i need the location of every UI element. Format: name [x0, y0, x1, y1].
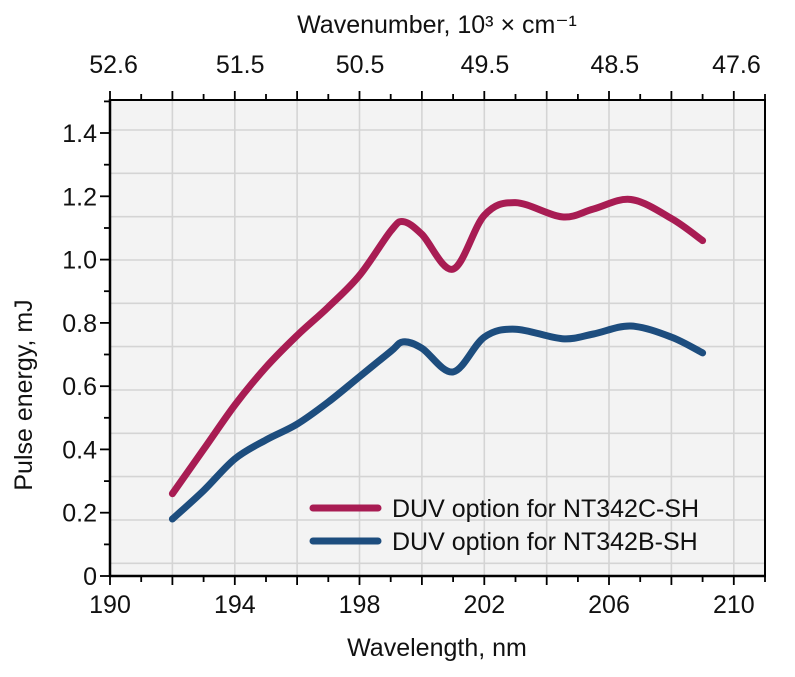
y-tick-label: 0.2	[62, 500, 97, 528]
y-tick-label: 1.2	[62, 183, 97, 211]
y-tick-label: 0.6	[62, 373, 97, 401]
axis-ticks	[100, 91, 766, 585]
top-tick-label: 52.6	[89, 51, 138, 79]
top-tick-label: 49.5	[461, 51, 510, 79]
top-tick-label: 48.5	[590, 51, 639, 79]
legend-label-nt342b: DUV option for NT342B-SH	[392, 528, 698, 556]
top-tick-label: 47.6	[712, 51, 761, 79]
x-tick-label: 202	[463, 591, 505, 619]
legend-label-nt342c: DUV option for NT342C-SH	[392, 495, 699, 523]
y-tick-label: 0.8	[62, 310, 97, 338]
y-tick-label: 0.4	[62, 436, 97, 464]
tick-labels: 190 194 198 202 206 210 0 0.2 0.4 0.6 0.8 1.0 1.2 1.4…	[62, 51, 761, 619]
x-axis-title: Wavelength, nm	[347, 634, 527, 662]
series-curve-nt342c	[168, 195, 707, 498]
curves	[168, 195, 707, 523]
x-tick-label: 198	[339, 591, 381, 619]
legend: DUV option for NT342C-SH DUV option for …	[309, 495, 699, 556]
top-tick-label: 51.5	[216, 51, 265, 79]
y-tick-label: 1.4	[62, 120, 97, 148]
series-curve-nt342b	[168, 322, 707, 523]
y-tick-label: 1.0	[62, 247, 97, 275]
x-tick-label: 190	[89, 591, 131, 619]
top-axis-title: Wavenumber, 10³ × cm⁻¹	[297, 11, 577, 39]
y-tick-label: 0	[83, 563, 97, 591]
plot-area-background	[110, 100, 765, 576]
top-tick-label: 50.5	[336, 51, 385, 79]
x-tick-label: 206	[588, 591, 630, 619]
x-tick-label: 210	[713, 591, 755, 619]
x-tick-label: 194	[214, 591, 256, 619]
y-axis-title: Pulse energy, mJ	[10, 299, 38, 490]
